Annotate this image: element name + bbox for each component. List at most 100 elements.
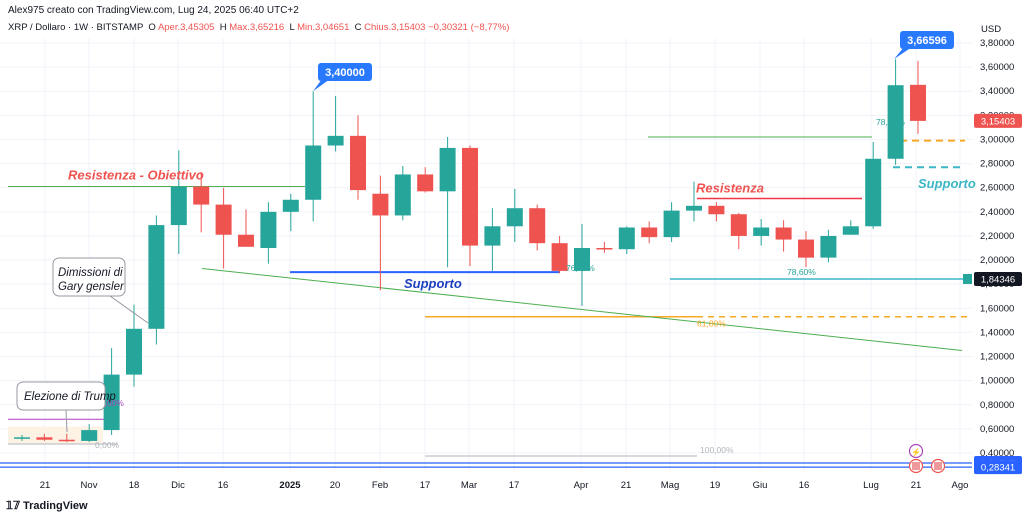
candles-group <box>14 59 926 443</box>
candle-up[interactable] <box>574 248 590 271</box>
callout-value: 3,66596 <box>907 35 947 47</box>
fib-764-label: 76,40% <box>566 263 595 273</box>
callout-pointer <box>894 47 912 60</box>
x-tick-label: 17 <box>420 480 431 491</box>
candle-down[interactable] <box>215 204 232 235</box>
candle-down[interactable] <box>372 193 389 216</box>
fib-618-label: 61,80% <box>697 319 726 329</box>
credit-line: Alex975 creato con TradingView.com, Lug … <box>8 5 299 16</box>
low-value: Min.3,04651 <box>297 22 350 33</box>
candle-up[interactable] <box>663 210 680 238</box>
candle-down[interactable] <box>238 234 254 247</box>
elezione-text: Elezione di Trump <box>24 391 116 403</box>
y-tick-label: 1,20000 <box>980 352 1014 363</box>
fib-786-mid-label: 78,60% <box>787 267 816 277</box>
x-tick-label: Giu <box>753 480 768 491</box>
symbol-info-bar: XRP / Dollaro · 1W · BITSTAMP O Aper.3,4… <box>8 22 509 33</box>
candle-up[interactable] <box>327 135 344 146</box>
candle-up[interactable] <box>103 374 120 431</box>
candle-down[interactable] <box>36 437 53 440</box>
candle-up[interactable] <box>753 227 770 236</box>
candle-up[interactable] <box>282 199 299 212</box>
y-tick-label: 2,60000 <box>980 183 1014 194</box>
candle-down[interactable] <box>596 248 613 250</box>
x-tick-label: Apr <box>574 480 589 491</box>
candle-down[interactable] <box>462 147 478 246</box>
x-tick-label: Lug <box>863 480 879 491</box>
candle-up[interactable] <box>618 227 635 250</box>
candle-down[interactable] <box>529 208 546 244</box>
candle-up[interactable] <box>686 205 702 211</box>
candle-up[interactable] <box>170 186 187 226</box>
lightning-icon[interactable] <box>908 443 924 459</box>
candle-up[interactable] <box>14 437 30 439</box>
elezione-note-box <box>16 381 106 411</box>
candle-up[interactable] <box>865 158 882 227</box>
resistenza-label: Resistenza <box>696 181 764 196</box>
lightning-glyph: ⚡ <box>911 447 921 457</box>
dimissioni-pointer <box>109 295 149 324</box>
y-tick-label: 1,00000 <box>980 376 1014 387</box>
candle-down[interactable] <box>193 186 210 205</box>
y-tick-label: 2,40000 <box>980 207 1014 218</box>
tv-logo-icon: 𝟙𝟟 <box>6 500 20 512</box>
price-tag[interactable] <box>974 113 1022 128</box>
candle-up[interactable] <box>484 226 501 246</box>
y-tick-label: 3,60000 <box>980 62 1014 73</box>
symbol-label[interactable]: XRP / Dollaro · 1W · BITSTAMP <box>8 22 144 33</box>
y-tick-label: 3,80000 <box>980 38 1014 49</box>
candle-down[interactable] <box>350 135 366 191</box>
candle-up[interactable] <box>439 147 456 192</box>
x-tick-label: Dic <box>171 480 185 491</box>
y-tick-label: 1,40000 <box>980 327 1014 338</box>
candle-up[interactable] <box>887 85 904 159</box>
x-tick-label: Feb <box>372 480 388 491</box>
candle-up[interactable] <box>820 235 837 258</box>
x-tick-label: Mar <box>461 480 477 491</box>
candle-up[interactable] <box>260 211 277 248</box>
candle-down[interactable] <box>798 239 814 258</box>
change-value: −0,30321 (−8,77%) <box>428 22 510 33</box>
candle-down[interactable] <box>708 205 725 215</box>
y-tick-label: 3,40000 <box>980 86 1014 97</box>
resistenza-obiettivo-label: Resistenza - Obiettivo <box>68 168 204 183</box>
candle-up[interactable] <box>842 226 859 235</box>
x-tick-label: Mag <box>661 480 679 491</box>
x-tick-label: 18 <box>129 480 140 491</box>
candle-down[interactable] <box>58 439 75 442</box>
us-flag-glyph <box>912 462 920 470</box>
x-tick-label: 21 <box>621 480 632 491</box>
candle-up[interactable] <box>148 225 165 329</box>
candle-down[interactable] <box>730 214 747 236</box>
candle-up[interactable] <box>305 145 322 200</box>
supporto-label: Supporto <box>404 276 462 291</box>
candle-up[interactable] <box>394 174 411 216</box>
candle-up[interactable] <box>506 208 523 227</box>
price-tag[interactable] <box>974 460 1022 475</box>
x-tick-label: 19 <box>710 480 721 491</box>
close-label: C <box>354 22 362 33</box>
candle-down[interactable] <box>417 174 434 192</box>
elezione-pointer <box>65 409 68 433</box>
candle-down[interactable] <box>775 227 792 240</box>
candle-down[interactable] <box>910 84 926 121</box>
fib-50-label: 50,00% <box>95 398 124 408</box>
fib-0-label: 0,00% <box>95 440 120 450</box>
fib-100-label: 100,00% <box>700 445 734 455</box>
candle-up[interactable] <box>81 430 98 441</box>
y-tick-label: 3,00000 <box>980 134 1014 145</box>
currency-label: USD <box>981 24 1002 35</box>
price-tag[interactable] <box>974 271 1022 286</box>
drawing-lines <box>0 136 972 468</box>
callout-box <box>318 63 372 81</box>
candle-down[interactable] <box>641 227 658 238</box>
fib-786-top-label: 78,60% <box>876 117 905 127</box>
election-box <box>8 426 103 445</box>
candle-down[interactable] <box>551 243 568 271</box>
x-tick-label: 2025 <box>279 480 301 491</box>
candle-up[interactable] <box>126 328 142 375</box>
tradingview-logo[interactable]: 𝟙𝟟 TradingView <box>6 499 88 512</box>
high-value: Max.3,65216 <box>229 22 285 33</box>
callout-box <box>900 31 954 49</box>
